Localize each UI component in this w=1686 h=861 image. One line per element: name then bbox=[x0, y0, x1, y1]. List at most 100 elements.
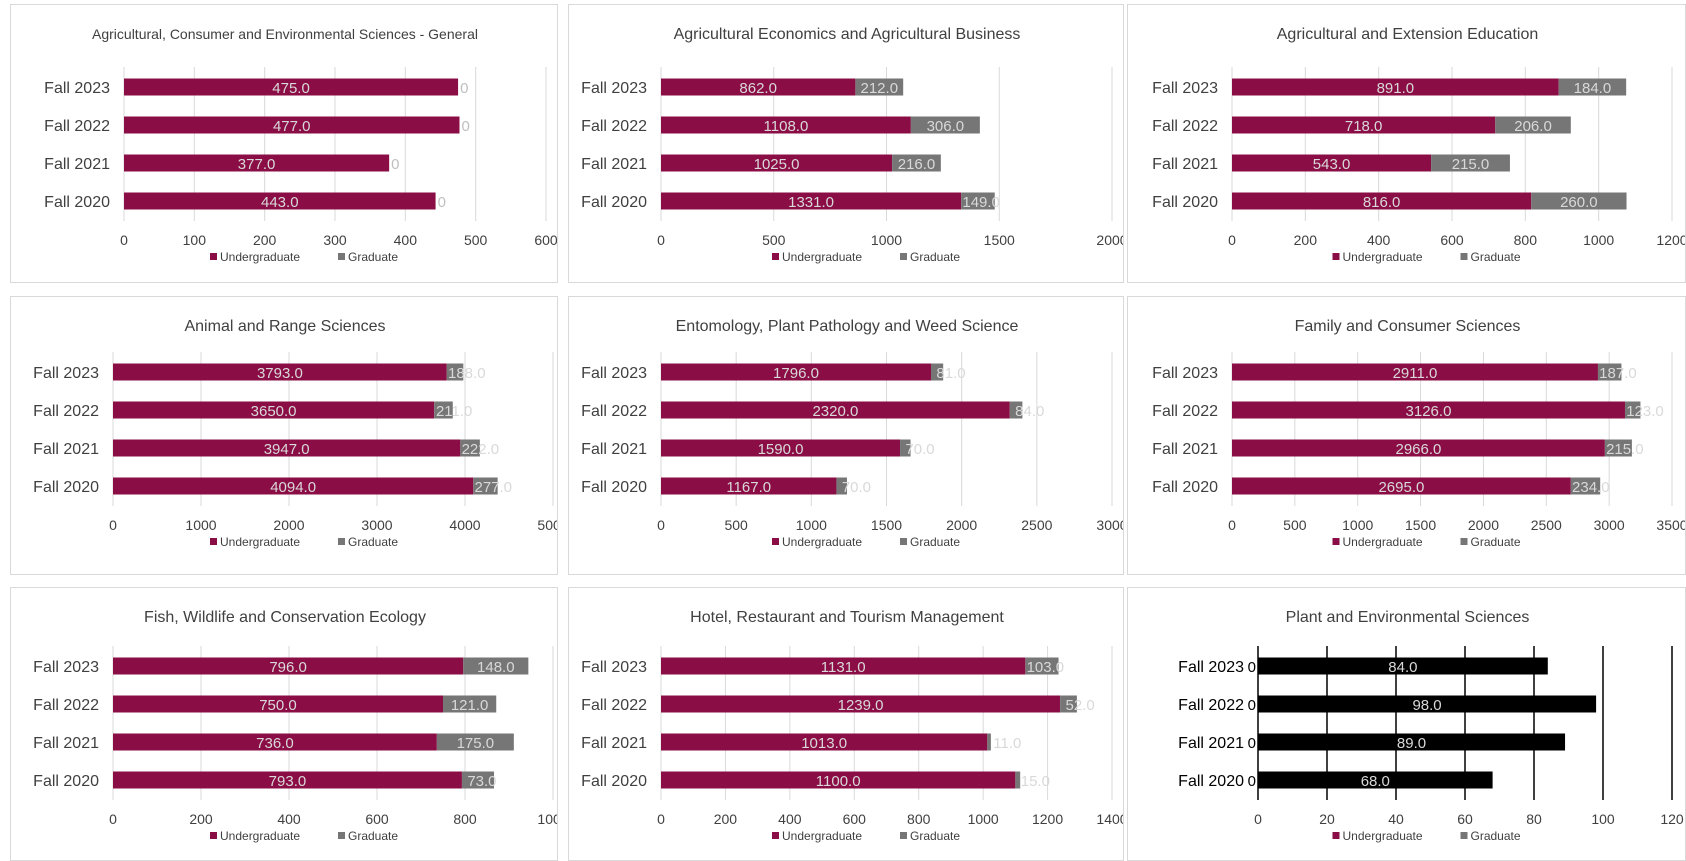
undergraduate-value-label: 0 bbox=[1248, 697, 1256, 714]
graduate-value-label: 0 bbox=[461, 118, 469, 135]
x-tick-label: 0 bbox=[109, 517, 117, 533]
undergraduate-bar bbox=[661, 78, 856, 96]
graduate-value-label: 277.0 bbox=[474, 479, 512, 496]
undergraduate-value-label: 0 bbox=[1248, 735, 1256, 752]
x-tick-label: 1200 bbox=[1032, 811, 1063, 827]
undergraduate-value-label: 3126.0 bbox=[1406, 403, 1452, 420]
x-tick-label: 5000 bbox=[537, 517, 558, 533]
chart-svg: Fish, Wildlife and Conservation Ecology 0… bbox=[33, 609, 557, 843]
y-category-label: Fall 2023 bbox=[1152, 80, 1218, 97]
graduate-value-label: 211.0 bbox=[436, 403, 472, 420]
x-tick-label: 0 bbox=[657, 517, 665, 533]
graduate-bar bbox=[987, 733, 991, 751]
graduate-value-label: 215.0 bbox=[1606, 441, 1644, 458]
x-tick-label: 500 bbox=[762, 232, 786, 248]
undergraduate-value-label: 1239.0 bbox=[838, 697, 884, 714]
graduate-value-label: 188.0 bbox=[448, 365, 486, 382]
legend-label-undergraduate: Undergraduate bbox=[782, 829, 862, 843]
legend-swatch-graduate bbox=[900, 832, 907, 839]
graduate-value-label: 123.0 bbox=[1626, 403, 1664, 420]
legend-label-undergraduate: Undergraduate bbox=[1343, 829, 1423, 843]
graduate-value-label: 70.0 bbox=[905, 441, 934, 458]
undergraduate-bar bbox=[661, 363, 931, 381]
undergraduate-bar bbox=[661, 154, 893, 172]
x-tick-label: 3000 bbox=[361, 517, 392, 533]
graduate-value-label: 121.0 bbox=[451, 697, 489, 714]
y-category-label: Fall 2020 bbox=[581, 773, 647, 790]
chart-title: Family and Consumer Sciences bbox=[1295, 318, 1521, 335]
y-category-label: Fall 2020 bbox=[1152, 194, 1218, 211]
undergraduate-value-label: 891.0 bbox=[1377, 80, 1415, 97]
y-category-label: Fall 2022 bbox=[33, 403, 99, 420]
legend-swatch-undergraduate bbox=[772, 832, 779, 839]
chart-title: Plant and Environmental Sciences bbox=[1286, 609, 1530, 626]
legend-label-undergraduate: Undergraduate bbox=[220, 829, 300, 843]
chart-panel: Agricultural and Extension Education 0 200… bbox=[1127, 4, 1686, 283]
y-category-label: Fall 2020 bbox=[581, 194, 647, 211]
graduate-value-label: 175.0 bbox=[457, 735, 495, 752]
chart-panel: Agricultural Economics and Agricultural … bbox=[568, 4, 1124, 283]
legend-swatch-undergraduate bbox=[772, 538, 779, 545]
graduate-value-label: 260.0 bbox=[1560, 194, 1598, 211]
graduate-value-label: 0 bbox=[460, 80, 468, 97]
legend-swatch-graduate bbox=[338, 253, 345, 260]
x-tick-label: 2000 bbox=[273, 517, 304, 533]
x-tick-label: 1500 bbox=[984, 232, 1015, 248]
x-tick-label: 200 bbox=[714, 811, 738, 827]
undergraduate-value-label: 543.0 bbox=[1313, 156, 1351, 173]
graduate-value-label: 148.0 bbox=[477, 659, 515, 676]
undergraduate-value-label: 1100.0 bbox=[816, 773, 861, 790]
y-category-label: Fall 2021 bbox=[33, 441, 99, 458]
undergraduate-value-label: 3947.0 bbox=[264, 441, 310, 458]
undergraduate-value-label: 2695.0 bbox=[1378, 479, 1424, 496]
x-tick-label: 2500 bbox=[1021, 517, 1052, 533]
graduate-bar bbox=[836, 477, 847, 495]
graduate-value-label: 149.0 bbox=[962, 194, 1000, 211]
undergraduate-value-label: 0 bbox=[1248, 659, 1256, 676]
undergraduate-bar bbox=[661, 439, 901, 457]
undergraduate-bar bbox=[661, 116, 911, 134]
undergraduate-bar bbox=[1232, 116, 1496, 134]
y-category-label: Fall 2022 bbox=[581, 697, 647, 714]
graduate-value-label: 15.0 bbox=[1021, 773, 1050, 790]
chart-svg: Plant and Environmental Sciences 0 20 40 60 8… bbox=[1178, 609, 1684, 843]
undergraduate-bar bbox=[124, 78, 459, 96]
chart-panel: Plant and Environmental Sciences 0 20 40 60 8… bbox=[1127, 587, 1686, 861]
undergraduate-value-label: 377.0 bbox=[238, 156, 276, 173]
y-category-label: Fall 2023 bbox=[33, 659, 99, 676]
y-category-label: Fall 2023 bbox=[581, 365, 647, 382]
x-tick-label: 120 bbox=[1660, 811, 1684, 827]
graduate-bar bbox=[1597, 363, 1622, 381]
x-tick-label: 2500 bbox=[1531, 517, 1562, 533]
legend-label-graduate: Graduate bbox=[910, 829, 960, 843]
y-category-label: Fall 2022 bbox=[44, 118, 110, 135]
undergraduate-value-label: 736.0 bbox=[256, 735, 294, 752]
x-tick-label: 1500 bbox=[1405, 517, 1436, 533]
undergraduate-value-label: 475.0 bbox=[272, 80, 310, 97]
y-category-label: Fall 2020 bbox=[44, 194, 110, 211]
x-tick-label: 1000 bbox=[1342, 517, 1373, 533]
y-category-label: Fall 2021 bbox=[33, 735, 99, 752]
legend-swatch-graduate bbox=[1460, 538, 1468, 545]
graduate-value-label: 103.0 bbox=[1027, 659, 1065, 676]
undergraduate-value-label: 793.0 bbox=[269, 773, 307, 790]
x-tick-label: 600 bbox=[843, 811, 867, 827]
graduate-bar bbox=[1258, 771, 1493, 789]
graduate-bar bbox=[910, 116, 980, 134]
undergraduate-bar bbox=[1232, 192, 1532, 210]
graduate-value-label: 73.0 bbox=[467, 773, 496, 790]
legend-swatch-graduate bbox=[338, 832, 345, 839]
graduate-value-label: 84.0 bbox=[1388, 659, 1417, 676]
undergraduate-value-label: 1796.0 bbox=[773, 365, 819, 382]
y-category-label: Fall 2023 bbox=[581, 80, 647, 97]
y-category-label: Fall 2021 bbox=[44, 156, 110, 173]
undergraduate-bar bbox=[1232, 477, 1571, 495]
legend-swatch-undergraduate bbox=[772, 253, 779, 260]
y-category-label: Fall 2021 bbox=[581, 441, 647, 458]
legend-swatch-undergraduate bbox=[210, 253, 217, 260]
legend-label-undergraduate: Undergraduate bbox=[220, 535, 300, 549]
graduate-bar bbox=[1258, 695, 1597, 713]
chart-title: Entomology, Plant Pathology and Weed Sci… bbox=[676, 318, 1019, 335]
x-tick-label: 2000 bbox=[946, 517, 977, 533]
y-category-label: Fall 2021 bbox=[1152, 441, 1218, 458]
